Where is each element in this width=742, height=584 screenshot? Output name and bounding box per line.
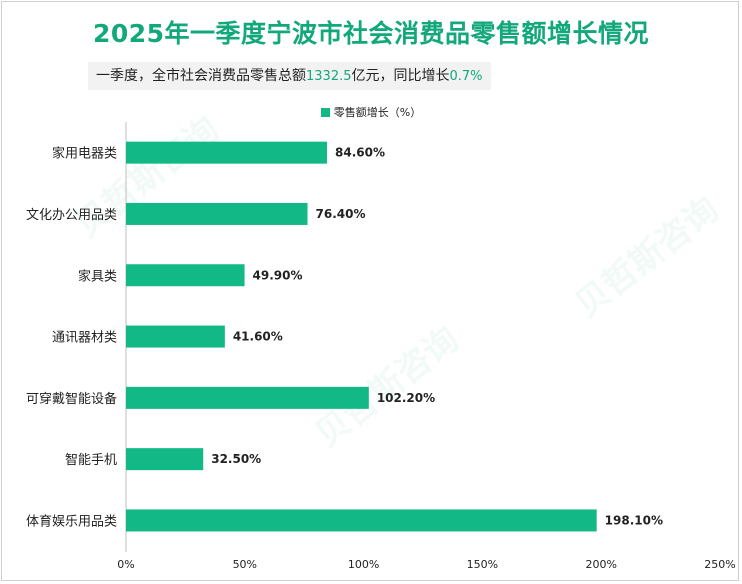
chart-subtitle: 一季度，全市社会消费品零售总额1332.5亿元，同比增长0.7% — [88, 62, 491, 90]
legend-swatch — [320, 108, 330, 117]
bar — [126, 509, 597, 532]
bar — [126, 202, 308, 225]
bar — [126, 386, 369, 409]
bar — [126, 448, 204, 471]
x-tick-label: 50% — [233, 558, 257, 571]
category-label: 体育娱乐用品类 — [26, 513, 117, 529]
bar — [126, 141, 328, 164]
x-tick-label: 150% — [467, 558, 498, 571]
subtitle-middle: 亿元，同比增长 — [351, 68, 450, 84]
data-label: 41.60% — [233, 330, 283, 344]
x-tick-label: 0% — [117, 558, 134, 571]
legend-label: 零售额增长（%） — [333, 106, 422, 119]
category-label: 家具类 — [78, 268, 117, 284]
x-tick-label: 100% — [348, 558, 379, 571]
category-label: 文化办公用品类 — [26, 208, 117, 223]
data-label: 198.10% — [605, 513, 663, 527]
x-tick-label: 200% — [585, 558, 616, 571]
data-label: 49.90% — [253, 268, 303, 282]
data-label: 84.60% — [335, 146, 385, 160]
subtitle-total: 1332.5 — [306, 69, 352, 84]
legend: 零售额增长（%） — [0, 104, 742, 120]
subtitle-growth: 0.7% — [449, 69, 483, 84]
bar — [126, 264, 245, 287]
subtitle-prefix: 一季度，全市社会消费品零售总额 — [96, 68, 306, 84]
chart-title: 2025年一季度宁波市社会消费品零售额增长情况 — [92, 19, 650, 48]
category-label: 通讯器材类 — [52, 331, 117, 346]
x-tick-label: 250% — [704, 558, 735, 571]
category-label: 可穿戴智能设备 — [26, 391, 117, 407]
bar — [126, 325, 225, 348]
data-label: 76.40% — [316, 207, 366, 221]
category-label: 家用电器类 — [52, 146, 117, 162]
data-label: 32.50% — [211, 452, 261, 466]
data-label: 102.20% — [377, 391, 435, 405]
category-label: 智能手机 — [65, 453, 117, 468]
